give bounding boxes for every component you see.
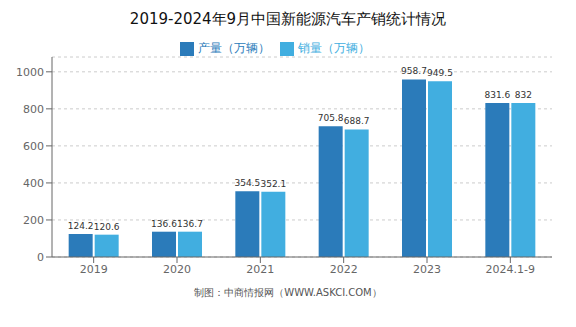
svg-text:705.8: 705.8 bbox=[318, 113, 344, 123]
svg-text:958.7: 958.7 bbox=[401, 66, 427, 76]
svg-text:2022: 2022 bbox=[330, 263, 358, 276]
svg-text:832: 832 bbox=[515, 90, 532, 100]
svg-text:2024.1-9: 2024.1-9 bbox=[486, 263, 535, 276]
svg-text:2023: 2023 bbox=[413, 263, 441, 276]
html-text:产量（万辆）: 产量（万辆） bbox=[198, 41, 270, 55]
html-text:2019-2024年9月中国新能源汽车产销统计情况: 2019-2024年9月中国新能源汽车产销统计情况 bbox=[129, 10, 447, 28]
svg-text:136.6: 136.6 bbox=[151, 219, 177, 229]
svg-text:2021: 2021 bbox=[246, 263, 274, 276]
svg-text:400: 400 bbox=[23, 177, 44, 190]
svg-text:688.7: 688.7 bbox=[344, 116, 370, 126]
svg-text:1000: 1000 bbox=[16, 66, 44, 79]
svg-text:2019: 2019 bbox=[80, 263, 108, 276]
svg-text:2020: 2020 bbox=[163, 263, 191, 276]
svg-text:124.2: 124.2 bbox=[68, 221, 94, 231]
svg-text:949.5: 949.5 bbox=[427, 68, 453, 78]
html-text:销量（万辆）: 销量（万辆） bbox=[298, 41, 370, 55]
svg-text:831.6: 831.6 bbox=[484, 90, 510, 100]
svg-text:120.6: 120.6 bbox=[94, 222, 120, 232]
svg-text:352.1: 352.1 bbox=[260, 179, 286, 189]
svg-text:354.5: 354.5 bbox=[234, 178, 260, 188]
svg-text:800: 800 bbox=[23, 103, 44, 116]
svg-text:136.7: 136.7 bbox=[177, 219, 203, 229]
svg-text:200: 200 bbox=[23, 214, 44, 227]
svg-text:0: 0 bbox=[37, 251, 44, 264]
svg-text:600: 600 bbox=[23, 140, 44, 153]
html-text:制图：中商情报网（WWW.ASKCI.COM）: 制图：中商情报网（WWW.ASKCI.COM） bbox=[194, 287, 382, 298]
